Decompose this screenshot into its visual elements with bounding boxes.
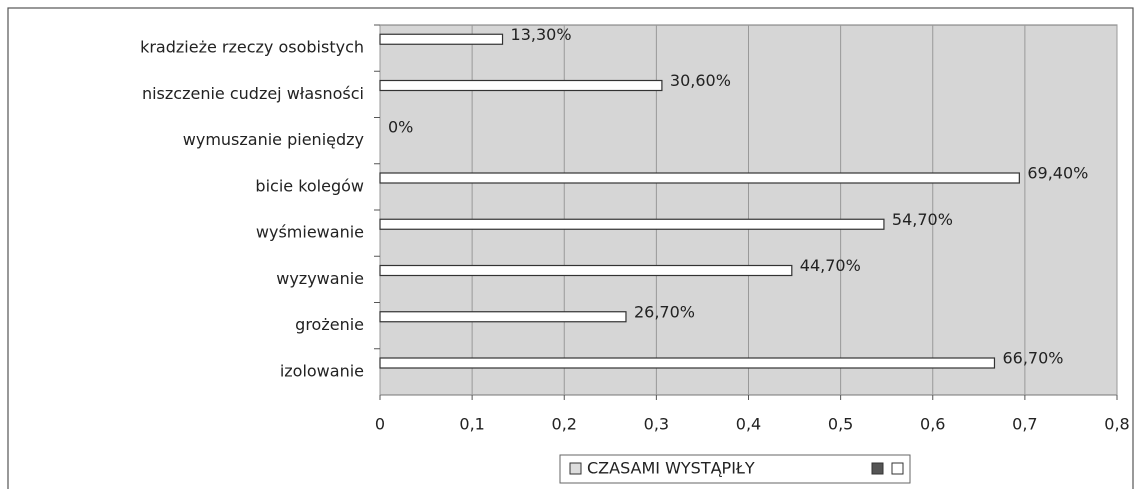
bar (379, 79, 663, 92)
y-tick-label: wyzywanie (276, 269, 364, 288)
value-label: 13,30% (511, 25, 572, 44)
y-tick-label: bicie kolegów (255, 176, 364, 195)
y-tick-label: kradzieże rzeczy osobistych (140, 38, 364, 57)
legend-box (559, 454, 911, 484)
x-tick-label: 0,7 (1012, 415, 1037, 434)
x-tick-label: 0,1 (459, 415, 484, 434)
y-tick-label: wymuszanie pieniędzy (183, 130, 364, 149)
bar (379, 357, 996, 369)
bar (379, 33, 504, 45)
value-label: 26,70% (634, 302, 695, 321)
bar (379, 172, 1020, 184)
x-tick-label: 0,2 (552, 415, 577, 434)
y-tick-label: izolowanie (280, 361, 364, 380)
value-label: 30,60% (670, 71, 731, 90)
value-label: 0% (388, 117, 413, 136)
x-tick-label: 0 (375, 415, 385, 434)
legend-label: CZASAMI WYSTĄPIŁY (587, 459, 755, 478)
value-label: 69,40% (1027, 164, 1088, 183)
bar (379, 218, 885, 230)
value-label: 44,70% (800, 256, 861, 275)
y-tick-label: wyśmiewanie (256, 223, 364, 242)
x-tick-label: 0,5 (828, 415, 853, 434)
bar (379, 311, 627, 323)
x-tick-label: 0,8 (1104, 415, 1129, 434)
y-tick-label: grożenie (295, 315, 364, 334)
x-tick-label: 0,6 (920, 415, 945, 434)
value-label: 54,70% (892, 210, 953, 229)
x-tick-label: 0,3 (644, 415, 669, 434)
legend-swatch (891, 462, 904, 475)
bar (379, 264, 793, 277)
value-label: 66,70% (1002, 349, 1063, 368)
legend-swatch (871, 462, 884, 475)
x-tick-label: 0,4 (736, 415, 761, 434)
y-tick-label: niszczenie cudzej własności (142, 84, 364, 103)
legend-swatch (569, 462, 582, 475)
